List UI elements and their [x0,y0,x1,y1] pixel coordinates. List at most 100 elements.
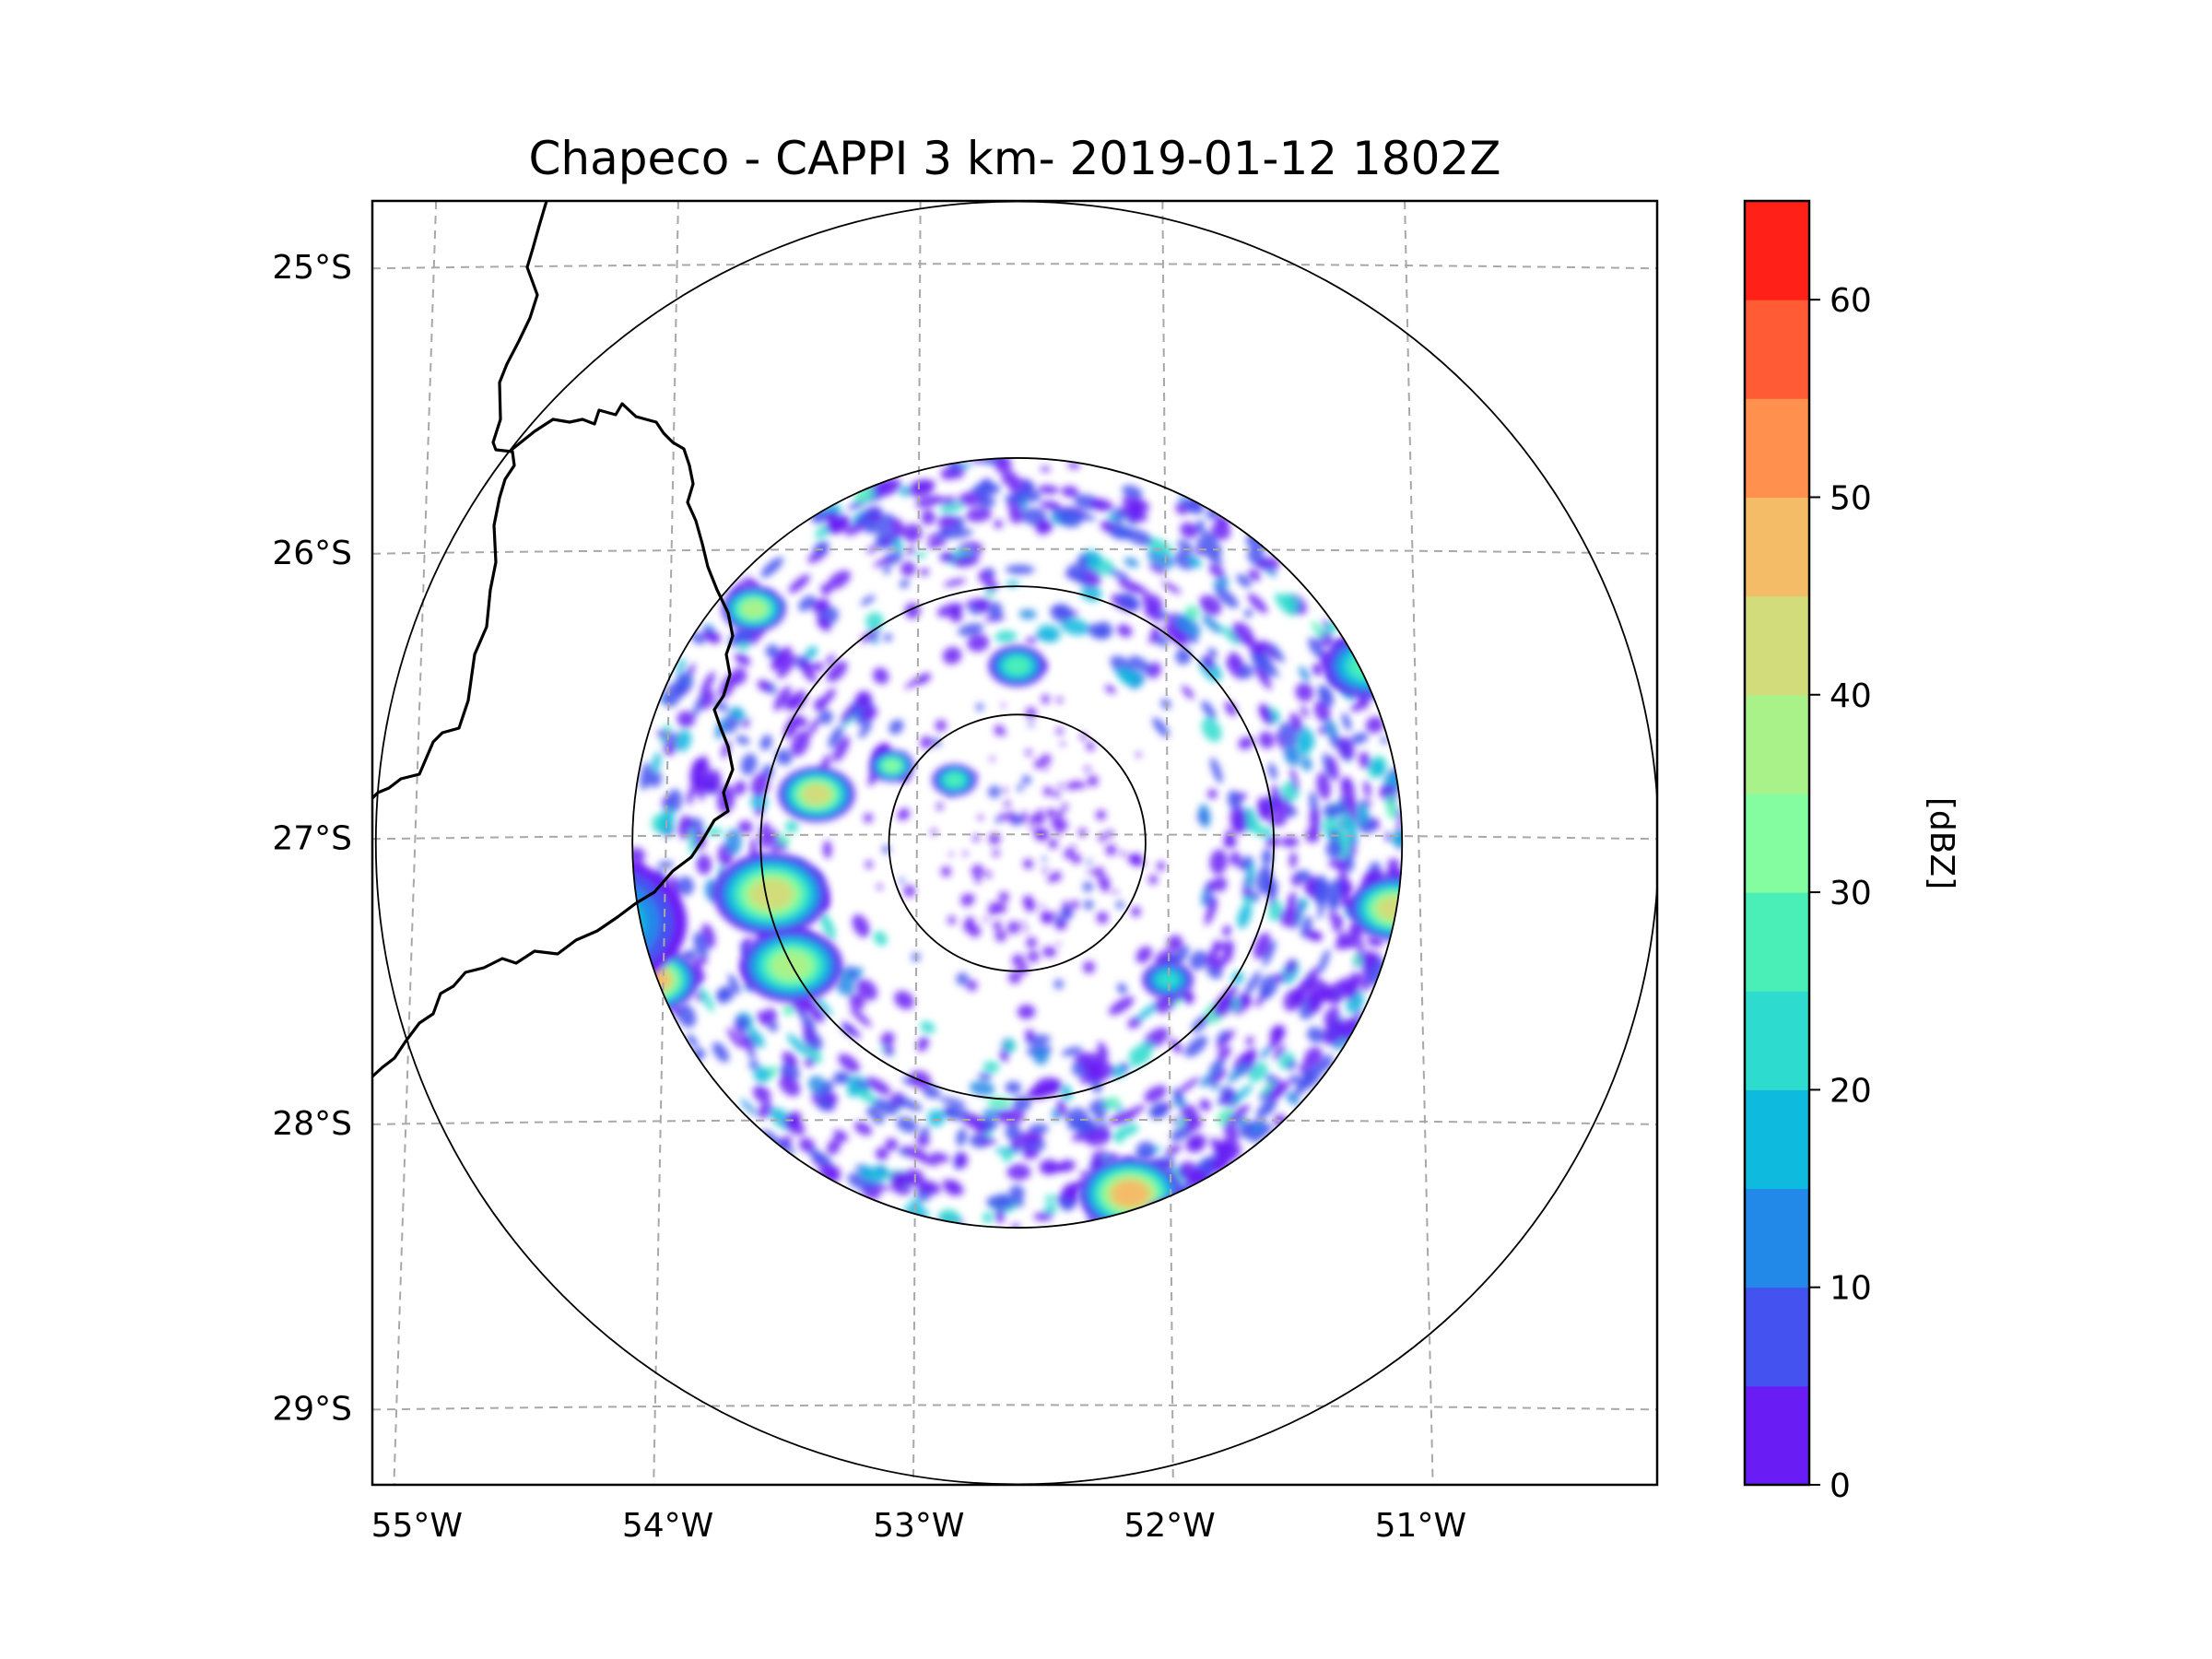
echo-speckle-mark [899,877,905,884]
echo-speckle-mark [1112,889,1118,895]
colorbar-level [1745,1188,1809,1288]
echo-speckle-mark [1008,1184,1025,1201]
echo-speckle-mark [1025,1029,1035,1041]
echo-speckle-mark [759,821,771,850]
echo-speckle-mark [1083,1123,1111,1133]
echo-speckle-mark [850,967,864,980]
echo-speckle-mark [1292,1077,1312,1099]
echo-speckle-mark [847,1085,859,1098]
echo-speckle-mark [820,1080,834,1096]
echo-speckle-mark [798,595,816,612]
echo-speckle-mark [994,457,1012,474]
echo-speckle-mark [983,917,989,922]
echo-speckle-mark [1312,663,1324,677]
echo-speckle-mark [872,667,889,685]
echo-speckle-mark [894,991,914,1010]
echo-speckle-mark [1129,1053,1152,1067]
echo-speckle-mark [998,812,1007,821]
echo-speckle-mark [977,815,983,821]
echo-speckle-mark [828,725,844,748]
echo-speckle-mark [757,1011,769,1027]
echo-speckle-mark [1061,486,1079,498]
echo-speckle-mark [1003,1038,1017,1053]
echo-speckle-mark [1236,573,1252,588]
echo-speckle-mark [734,781,747,795]
echo-speckle-mark [921,1126,930,1137]
echo-speckle-mark [882,566,891,574]
echo-speckle-mark [986,1194,1016,1210]
echo-speckle-mark [1227,1063,1249,1083]
echo-speckle-mark [1318,948,1330,973]
echo-speckle-mark [823,841,832,859]
echo-speckle-mark [923,1085,941,1099]
echo-speckle-mark [1038,485,1059,495]
echo-speckle-mark [818,598,830,610]
echo-speckle-mark [994,817,1002,824]
echo-speckle-mark [1199,594,1222,617]
echo-speckle-mark [903,885,916,898]
echo-speckle-mark [918,1180,942,1194]
echo-speckle-mark [1195,520,1205,531]
echo-speckle-mark [1259,705,1273,725]
echo-speckle-mark [1105,844,1117,856]
echo-speckle-mark [1216,1030,1236,1050]
echo-speckle-mark [998,891,1009,903]
echo-speckle-mark [1265,557,1280,571]
echo-speckle-mark [958,623,984,636]
echo-speckle-mark [1230,805,1248,835]
echo-speckle-mark [1230,1084,1253,1105]
echo-speckle-mark [675,682,688,698]
colorbar-label: [dBZ] [1923,797,1960,889]
echo-speckle-mark [1239,664,1254,679]
echo-speckle-mark [1380,784,1397,796]
echo-speckle-mark [1231,971,1244,985]
echo-speckle-mark [1287,806,1298,818]
echo-speckle-mark [1131,1104,1146,1114]
echo-speckle-mark [1060,741,1065,747]
echo-speckle-mark [727,973,741,995]
echo-speckle-mark [833,1129,849,1142]
echo-speckle-mark [920,568,929,576]
echo-speckle-mark [1216,1060,1223,1067]
echo-speckle-mark [897,811,906,821]
range-ring [759,585,1275,1100]
y-tick-label: 29°S [272,1390,352,1428]
echo-speckle-mark [814,995,832,1017]
echo-speckle-mark [1017,1131,1043,1145]
range-ring [631,457,1404,1229]
echo-speckle-mark [1070,900,1080,910]
graticule-meridian [1161,201,1174,1485]
echo-speckle-mark [832,735,850,762]
echo-speckle-mark [1276,731,1286,751]
echo-speckle [632,457,1403,1229]
echo-speckle-mark [768,1021,779,1032]
echo-speckle-mark [883,633,893,642]
echo-speckle-mark [920,1020,935,1034]
echo-speckle-mark [803,669,818,683]
echo-speckle-mark [784,820,799,833]
echo-speckle-mark [824,1164,841,1180]
echo-speckle-mark [908,479,935,498]
echo-speckle-mark [1349,845,1357,856]
echo-speckle-mark [927,1109,946,1127]
echo-speckle-mark [1329,829,1339,840]
echo-speckle-mark [773,686,792,712]
colorbar-level [1745,892,1809,992]
echo-speckle-mark [902,524,923,543]
echo-speckle-mark [1215,587,1239,608]
echo-speckle-mark [765,644,781,659]
echo-speckle-mark [1253,654,1272,678]
echo-speckle-mark [1216,1030,1230,1044]
echo-speckle-mark [935,803,944,810]
echo-speckle-mark [1263,939,1277,967]
echo-speckle-mark [1314,888,1326,906]
echo-speckle-mark [1048,839,1058,849]
echo-speckle-mark [982,1061,1000,1073]
echo-speckle-mark [661,806,675,835]
echo-speckle-mark [1199,1099,1211,1112]
echo-speckle-mark [1061,1046,1083,1056]
echo-speckle-mark [1322,619,1329,628]
echo-speckle-mark [1097,1041,1109,1060]
echo-speckle-mark [1047,875,1055,883]
echo-speckle-mark [1115,1124,1139,1138]
